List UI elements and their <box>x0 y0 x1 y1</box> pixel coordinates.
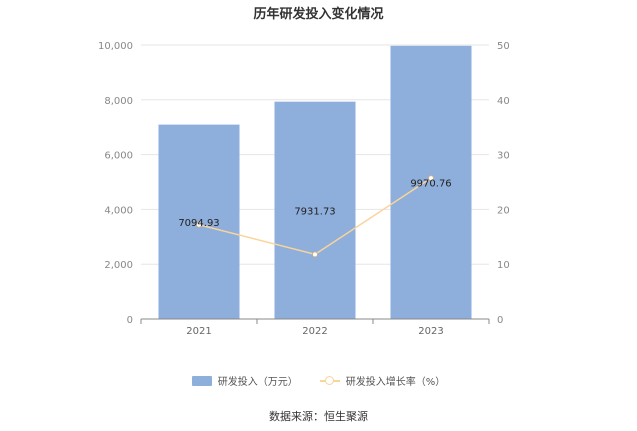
y-right-tick-label: 20 <box>497 205 510 216</box>
growth-point-2022[interactable] <box>312 251 318 258</box>
y-left-tick-label: 6,000 <box>104 151 133 162</box>
legend-item-line[interactable]: 研发投入增长率（%） <box>319 373 446 388</box>
bar-2023[interactable] <box>390 45 472 319</box>
x-tick-label: 2022 <box>302 326 327 337</box>
legend-line-swatch <box>319 375 340 386</box>
bar-value-label: 9970.76 <box>410 178 451 189</box>
y-right-tick-label: 40 <box>497 96 510 107</box>
legend-bar-label: 研发投入（万元） <box>217 377 298 388</box>
y-left-tick-label: 4,000 <box>104 205 133 216</box>
y-right-tick-label: 30 <box>497 151 510 162</box>
y-right-tick-label: 10 <box>497 260 510 271</box>
growth-point-2021[interactable] <box>196 221 202 228</box>
legend-item-bar[interactable]: 研发投入（万元） <box>191 373 298 388</box>
x-tick-label: 2023 <box>418 326 443 337</box>
axes: 0 0 2,000 10 4,000 20 6,000 30 8,000 40 10,000 50 20… <box>98 41 510 337</box>
bar-value-label: 7094.93 <box>178 218 219 229</box>
data-source: 数据来源：恒生聚源 <box>269 410 368 423</box>
y-left-tick-label: 2,000 <box>104 260 133 271</box>
line-series <box>196 175 434 258</box>
chart-title: 历年研发投入变化情况 <box>253 7 384 22</box>
growth-point-2023[interactable] <box>428 175 434 182</box>
y-right-tick-label: 50 <box>497 41 510 52</box>
legend-bar-swatch <box>191 375 212 386</box>
legend: 研发投入（万元） 研发投入增长率（%） <box>0 373 637 388</box>
bar-value-label: 7931.73 <box>294 206 335 217</box>
y-left-tick-label: 0 <box>127 315 133 326</box>
y-left-tick-label: 10,000 <box>98 41 133 52</box>
y-left-tick-label: 8,000 <box>104 96 133 107</box>
y-right-tick-label: 0 <box>497 315 503 326</box>
bar-series <box>158 45 472 320</box>
bar-2022[interactable] <box>274 101 356 320</box>
legend-line-label: 研发投入增长率（%） <box>345 377 446 388</box>
data-labels: 7094.93 7931.73 9970.76 <box>178 178 451 228</box>
x-tick-label: 2021 <box>186 326 211 337</box>
